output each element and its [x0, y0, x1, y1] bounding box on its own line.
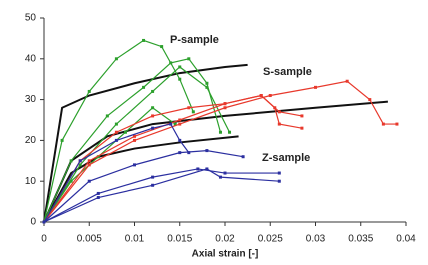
point [114, 138, 118, 142]
point [114, 130, 118, 134]
series-line [43, 106, 176, 223]
point [151, 183, 155, 187]
series-line [43, 149, 244, 223]
point [191, 110, 195, 114]
annotation: P-sample [170, 34, 219, 46]
x-tick-label: 0 [41, 234, 47, 245]
x-tick-label: 0.04 [396, 234, 416, 245]
point [218, 130, 222, 134]
series-line [43, 168, 280, 223]
point [123, 130, 127, 134]
point [114, 122, 118, 126]
point [96, 196, 100, 200]
series-line [43, 39, 194, 223]
point [314, 85, 317, 89]
point [151, 106, 155, 110]
point [69, 179, 73, 183]
point [151, 126, 155, 130]
point [87, 179, 91, 183]
point [96, 155, 100, 159]
point [259, 94, 263, 98]
point [381, 122, 385, 126]
x-tick-label: 0.03 [306, 234, 326, 245]
series-line [43, 58, 222, 223]
point [187, 57, 191, 61]
point [368, 98, 372, 102]
point [133, 138, 136, 142]
x-axis-label: Axial strain [-] [192, 249, 259, 260]
point [228, 130, 232, 134]
point [196, 167, 200, 171]
point [87, 163, 91, 167]
point [178, 77, 182, 81]
point [223, 171, 227, 175]
point [187, 151, 191, 155]
point [42, 220, 46, 224]
point [169, 122, 173, 126]
x-tick-label: 0.025 [258, 234, 283, 245]
annotation: S-sample [263, 66, 312, 78]
point [277, 179, 281, 183]
point [178, 122, 182, 126]
point [205, 85, 209, 89]
point [277, 110, 281, 114]
y-tick-label: 30 [25, 94, 37, 105]
point [151, 175, 155, 179]
point [395, 122, 399, 126]
x-tick-label: 0.035 [348, 234, 373, 245]
x-tick-label: 0.02 [215, 234, 235, 245]
series-line [43, 63, 248, 223]
point [300, 126, 304, 130]
point [218, 175, 222, 179]
y-tick-label: 10 [25, 176, 37, 187]
point [151, 114, 155, 118]
point [151, 89, 155, 93]
point [178, 151, 182, 155]
point [105, 114, 109, 118]
point [178, 65, 182, 69]
point [187, 106, 191, 110]
point [69, 159, 73, 163]
point [300, 114, 304, 118]
point [160, 45, 164, 49]
point [345, 79, 349, 83]
point [87, 159, 91, 163]
point [173, 122, 177, 126]
point [96, 191, 100, 195]
point [133, 163, 136, 167]
point [60, 138, 64, 142]
y-tick-label: 20 [25, 135, 37, 146]
point [142, 38, 146, 42]
point [114, 57, 118, 61]
series-line [43, 66, 231, 223]
y-tick-label: 0 [30, 217, 36, 228]
point [277, 122, 281, 126]
point [78, 163, 82, 167]
point [78, 159, 82, 163]
point [169, 61, 173, 65]
point [205, 167, 209, 171]
y-tick-label: 40 [25, 53, 37, 64]
series-line [43, 135, 239, 223]
point [178, 138, 182, 142]
x-tick-label: 0.005 [77, 234, 102, 245]
point [223, 106, 227, 110]
point [241, 155, 245, 159]
annotation: Z-sample [262, 152, 310, 164]
point [133, 134, 136, 138]
point [268, 94, 272, 98]
y-tick-label: 50 [25, 13, 37, 24]
point [205, 149, 209, 153]
point [142, 85, 146, 89]
point [205, 81, 209, 85]
point [178, 118, 182, 122]
series-line [43, 168, 280, 223]
point [87, 89, 91, 93]
point [277, 171, 281, 175]
point [223, 102, 227, 106]
x-tick-label: 0.01 [125, 234, 145, 245]
x-tick-label: 0.015 [167, 234, 192, 245]
